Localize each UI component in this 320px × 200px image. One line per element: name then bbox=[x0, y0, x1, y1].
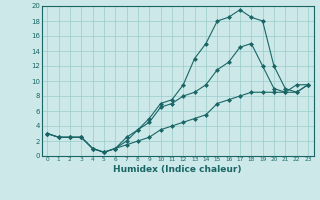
X-axis label: Humidex (Indice chaleur): Humidex (Indice chaleur) bbox=[113, 165, 242, 174]
